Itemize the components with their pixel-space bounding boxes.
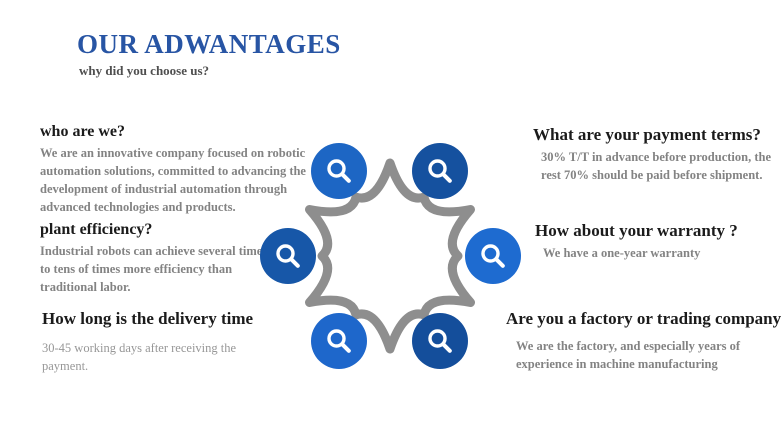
badge-circle: [465, 228, 521, 284]
section-who-are-we: who are we? We are an innovative company…: [40, 123, 320, 217]
section-factory: Are you a factory or trading company? We…: [506, 309, 781, 373]
section-body: 30% T/T in advance before production, th…: [541, 150, 772, 183]
section-body: 30-45 working days after receiving the p…: [42, 341, 237, 374]
badge-circle: [412, 313, 468, 369]
badge-circle: [311, 143, 367, 199]
search-icon: [481, 244, 505, 268]
section-heading: How about your warranty ?: [535, 221, 738, 240]
badge-circle: [260, 228, 316, 284]
search-icon: [327, 159, 351, 183]
star-infographic: [260, 143, 521, 369]
page-title: OUR ADWANTAGES: [77, 29, 341, 59]
star-shape: [305, 158, 475, 354]
search-icon: [276, 244, 300, 268]
search-badge-top-right: [412, 143, 468, 199]
section-delivery-time: How long is the delivery time 30-45 work…: [42, 309, 292, 375]
search-icon: [327, 329, 351, 353]
search-icon: [428, 159, 452, 183]
search-badge-bottom-left: [311, 313, 367, 369]
badge-circle: [412, 143, 468, 199]
section-body: We have a one-year warranty: [543, 246, 701, 260]
section-body: We are the factory, and especially years…: [516, 339, 741, 372]
search-badge-left: [260, 228, 316, 284]
section-heading: Are you a factory or trading company?: [506, 309, 781, 328]
page-subtitle: why did you choose us?: [79, 63, 210, 78]
section-heading: What are your payment terms?: [533, 125, 761, 144]
search-icon: [428, 329, 452, 353]
section-body: We are an innovative company focused on …: [40, 146, 306, 215]
section-heading: plant efficiency?: [40, 221, 153, 238]
section-heading: How long is the delivery time: [42, 309, 254, 328]
section-warranty: How about your warranty ? We have a one-…: [535, 221, 781, 262]
section-heading: who are we?: [40, 123, 126, 140]
search-badge-right: [465, 228, 521, 284]
badge-circle: [311, 313, 367, 369]
section-payment-terms: What are your payment terms? 30% T/T in …: [533, 125, 781, 184]
section-body: Industrial robots can achieve several ti…: [40, 244, 268, 295]
section-plant-efficiency: plant efficiency? Industrial robots can …: [40, 221, 290, 296]
search-badge-bottom-right: [412, 313, 468, 369]
search-badge-top-left: [311, 143, 367, 199]
